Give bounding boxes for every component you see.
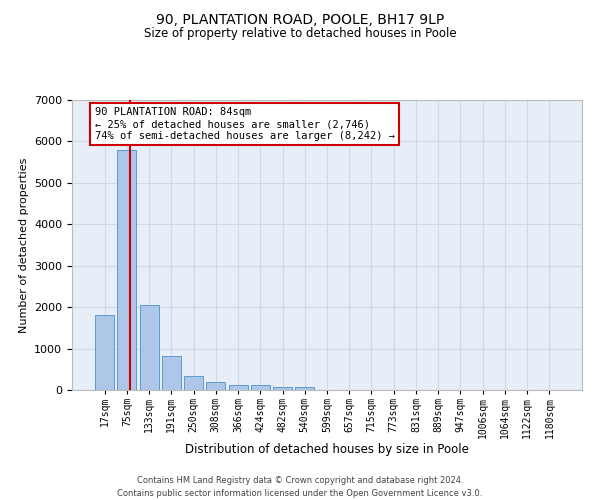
Bar <box>140 305 158 390</box>
Bar <box>184 376 203 390</box>
Bar <box>162 356 181 390</box>
Bar <box>118 150 136 390</box>
Bar <box>206 382 225 390</box>
Y-axis label: Number of detached properties: Number of detached properties <box>19 158 29 332</box>
Text: 90 PLANTATION ROAD: 84sqm
← 25% of detached houses are smaller (2,746)
74% of se: 90 PLANTATION ROAD: 84sqm ← 25% of detac… <box>95 108 395 140</box>
Text: Contains HM Land Registry data © Crown copyright and database right 2024.: Contains HM Land Registry data © Crown c… <box>137 476 463 485</box>
Text: 90, PLANTATION ROAD, POOLE, BH17 9LP: 90, PLANTATION ROAD, POOLE, BH17 9LP <box>156 12 444 26</box>
Bar <box>295 387 314 390</box>
Bar <box>95 316 114 390</box>
Text: Size of property relative to detached houses in Poole: Size of property relative to detached ho… <box>143 28 457 40</box>
Text: Contains public sector information licensed under the Open Government Licence v3: Contains public sector information licen… <box>118 489 482 498</box>
Text: Distribution of detached houses by size in Poole: Distribution of detached houses by size … <box>185 442 469 456</box>
Bar <box>229 385 248 390</box>
Bar <box>251 386 270 390</box>
Bar <box>273 386 292 390</box>
